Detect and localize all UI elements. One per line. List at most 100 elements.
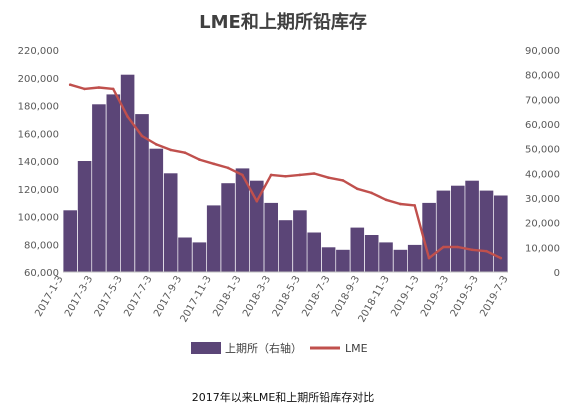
bar [206, 205, 221, 272]
bar [465, 180, 479, 272]
lme-point [485, 249, 488, 253]
y-right-tick-label: 50,000 [525, 145, 560, 156]
legend-line-label: LME [345, 342, 368, 355]
y-left-tick-label: 140,000 [18, 157, 59, 168]
bar [494, 195, 508, 272]
lme-point [83, 87, 86, 91]
bar [407, 244, 422, 272]
bar-series [63, 74, 508, 273]
bar [479, 190, 494, 272]
bar [350, 227, 365, 272]
y-left-tick-label: 120,000 [18, 185, 59, 196]
bar [192, 242, 207, 272]
lme-point [140, 134, 144, 138]
bar [307, 232, 321, 272]
y-right-tick-label: 30,000 [525, 194, 560, 205]
x-tick-label: 2017-3-3 [63, 274, 95, 319]
x-tick-label: 2019-1-3 [389, 274, 421, 319]
legend: 上期所（右轴） LME [191, 341, 368, 355]
lme-point [298, 173, 302, 177]
chart-title: LME和上期所铅库存 [199, 11, 367, 33]
figure-caption: 2017年以来LME和上期所铅库存对比 [191, 391, 375, 404]
bar [163, 173, 178, 272]
bar [120, 74, 135, 272]
lme-point [470, 248, 474, 252]
bar [135, 114, 149, 272]
bar [92, 104, 106, 272]
lme-point [198, 158, 201, 161]
lme-point [126, 115, 129, 118]
bar [149, 148, 164, 272]
bar [278, 220, 293, 272]
lme-point [427, 256, 431, 260]
x-tick-label: 2019-7-3 [478, 274, 510, 319]
y-right-tick-label: 60,000 [525, 120, 560, 131]
bar [364, 235, 379, 272]
lme-point [97, 86, 101, 89]
y-left-tick-label: 60,000 [24, 268, 59, 279]
lme-point [269, 173, 273, 177]
bar [393, 249, 408, 272]
lme-point [442, 245, 445, 249]
lme-point [241, 173, 244, 177]
bar [336, 249, 350, 272]
x-tick-label: 2018-9-3 [330, 274, 362, 319]
lme-point [341, 179, 345, 182]
legend-bar-label: 上期所（右轴） [225, 341, 302, 355]
lme-point [183, 151, 187, 154]
x-tick-label: 2018-5-3 [271, 274, 303, 319]
x-tick-label: 2017-7-3 [122, 274, 154, 319]
x-tick-label: 2017-9-3 [152, 274, 184, 319]
y-right-tick-label: 0 [554, 268, 560, 279]
x-tick-label: 2017-11-3 [179, 274, 214, 324]
x-tick-label: 2018-1-3 [211, 274, 243, 319]
lme-point [255, 199, 259, 203]
lme-point [327, 176, 330, 179]
y-left-tick-label: 180,000 [18, 102, 59, 113]
lme-point [284, 175, 287, 178]
y-right-tick-label: 40,000 [525, 169, 560, 180]
lme-point [399, 202, 402, 206]
bar [63, 210, 77, 272]
x-tick-label: 2019-5-3 [449, 274, 481, 319]
legend-bar-swatch [191, 342, 221, 354]
lme-point [456, 245, 460, 249]
lme-point [370, 191, 373, 195]
x-tick-label: 2018-3-3 [241, 274, 273, 319]
bar [451, 185, 465, 272]
lme-point [226, 166, 230, 170]
y-left-tick-label: 200,000 [18, 74, 59, 85]
bar [178, 237, 192, 272]
lme-point [111, 87, 115, 91]
x-tick-label: 2017-5-3 [93, 274, 125, 319]
x-tick-label: 2018-7-3 [300, 274, 332, 319]
line-series [68, 83, 503, 260]
y-right-tick-label: 80,000 [525, 71, 560, 82]
bar [221, 183, 235, 272]
bar [77, 161, 92, 272]
x-tick-label: 2017-1-3 [33, 274, 65, 319]
lme-point [312, 172, 316, 175]
x-axis: 2017-1-32017-3-32017-5-32017-7-32017-9-3… [33, 271, 511, 324]
x-tick-label: 2018-11-3 [357, 274, 392, 324]
y-right-tick-label: 70,000 [525, 95, 560, 106]
lme-point [384, 198, 388, 202]
x-tick-label: 2019-3-3 [419, 274, 451, 319]
bar [436, 190, 451, 272]
lme-point [169, 148, 172, 152]
y-left-tick-label: 80,000 [24, 240, 59, 251]
y-right-tick-label: 20,000 [525, 219, 560, 230]
bar [379, 242, 393, 272]
lme-point [356, 187, 359, 191]
lme-point [499, 256, 503, 260]
left-axis: 60,000 80,000 100,000 120,000 140,000 160,000… [18, 46, 59, 279]
y-left-tick-label: 220,000 [18, 46, 59, 57]
y-right-tick-label: 10,000 [525, 243, 560, 254]
bar [250, 180, 264, 272]
lme-point [212, 162, 215, 166]
lme-point [68, 83, 72, 86]
right-axis: 0 10,000 20,000 30,000 40,000 50,000 60,000 70,… [525, 46, 560, 279]
bar [106, 94, 121, 273]
y-right-tick-label: 90,000 [525, 46, 560, 57]
